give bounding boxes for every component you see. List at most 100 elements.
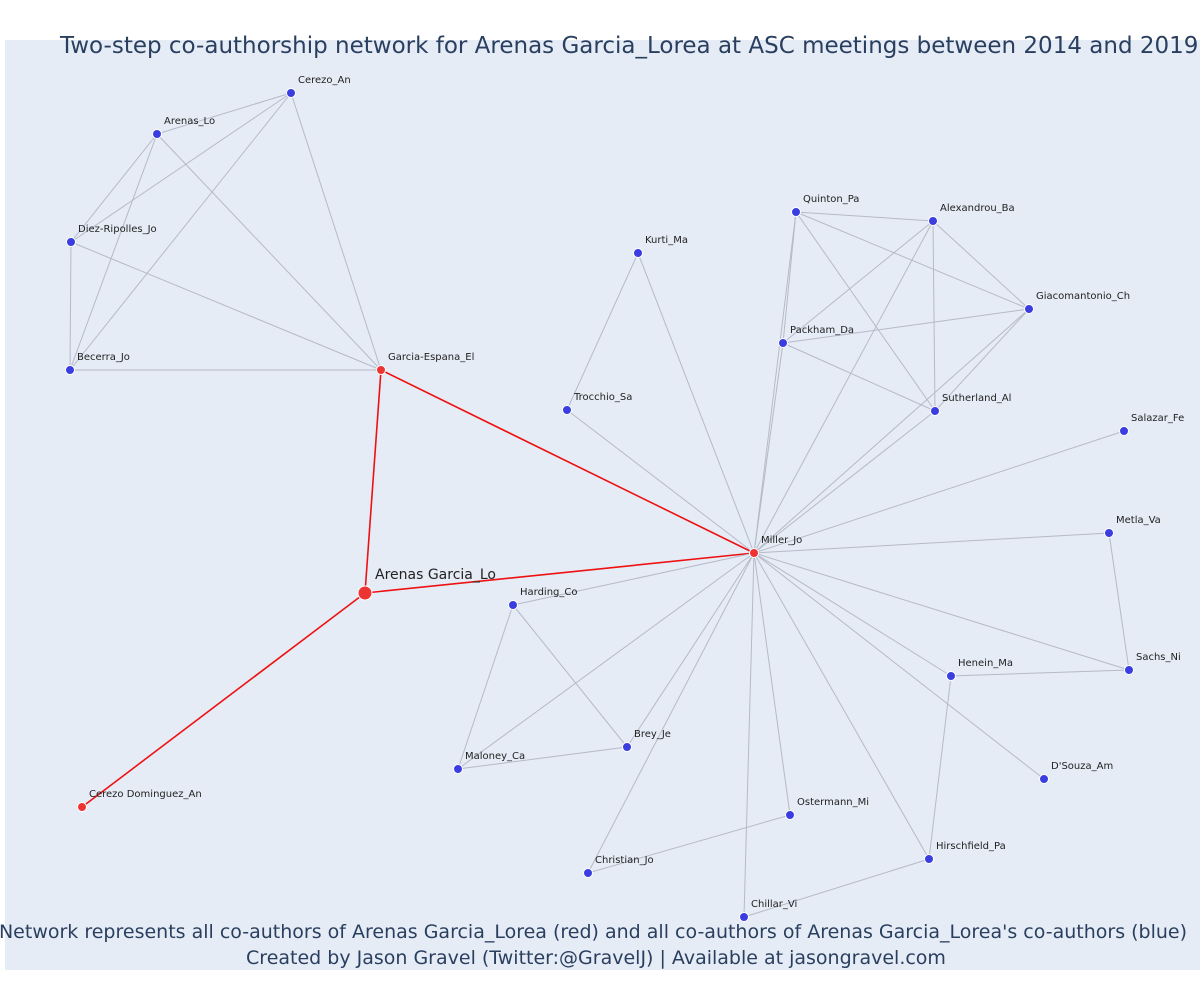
node-marker-henein-ma[interactable] [946,671,956,681]
node-sutherland-al[interactable]: Sutherland_Al [930,393,1012,416]
node-brey-je[interactable]: Brey_Je [622,729,671,752]
nodes-layer: Arenas Garcia_Lo Garcia-Espana_El Miller_J… [65,75,1185,922]
edge-harding-co-to-maloney-ca [457,604,514,770]
node-marker-brey-je[interactable] [622,742,632,752]
edge-sutherland-al-to-miller-jo [753,410,936,554]
node-marker-kurti-ma[interactable] [633,248,643,258]
node-label-hirschfield-pa: Hirschfield_Pa [936,841,1006,852]
node-marker-hirschfield-pa[interactable] [924,854,934,864]
edge-giacomantonio-ch-to-sutherland-al [934,308,1030,412]
node-label-arenas-garcia-lo: Arenas Garcia_Lo [375,567,496,583]
node-diez-ripolles-jo[interactable]: Diez-Ripolles_Jo [66,224,157,247]
edge-christian-jo-to-miller-jo [587,552,755,874]
node-salazar-fe[interactable]: Salazar_Fe [1119,413,1185,436]
node-ostermann-mi[interactable]: Ostermann_Mi [785,797,870,820]
node-label-harding-co: Harding_Co [520,587,578,598]
edge-trocchio-sa-to-miller-jo [566,409,755,554]
edge-cerezo-an-to-becerra-jo [69,92,292,371]
node-marker-arenas-lo[interactable] [152,129,162,139]
node-alexandrou-ba[interactable]: Alexandrou_Ba [928,203,1015,226]
edge-metla-va-to-sachs-ni [1108,532,1130,671]
node-becerra-jo[interactable]: Becerra_Jo [65,352,130,375]
edge-salazar-fe-to-miller-jo [753,430,1125,554]
node-marker-sachs-ni[interactable] [1124,665,1134,675]
caption-line-2: Created by Jason Gravel (Twitter:@Gravel… [246,947,946,969]
node-kurti-ma[interactable]: Kurti_Ma [633,235,688,258]
node-quinton-pa[interactable]: Quinton_Pa [791,194,860,217]
edge-giacomantonio-ch-to-packham-da [782,308,1030,344]
node-label-garcia-espana-el: Garcia-Espana_El [388,352,474,363]
node-marker-cerezo-dominguez-an[interactable] [77,802,87,812]
node-marker-chillar-vi[interactable] [739,912,749,922]
node-label-salazar-fe: Salazar_Fe [1131,413,1184,424]
node-marker-garcia-espana-el[interactable] [376,365,386,375]
node-label-trocchio-sa: Trocchio_Sa [573,392,632,403]
node-marker-packham-da[interactable] [778,338,788,348]
edge-alexandrou-ba-to-giacomantonio-ch [932,220,1030,310]
node-marker-diez-ripolles-jo[interactable] [66,237,76,247]
node-label-sutherland-al: Sutherland_Al [942,393,1011,404]
node-trocchio-sa[interactable]: Trocchio_Sa [562,392,633,415]
node-marker-alexandrou-ba[interactable] [928,216,938,226]
node-marker-miller-jo[interactable] [749,548,759,558]
node-d-souza-am[interactable]: D'Souza_Am [1039,761,1114,784]
node-sachs-ni[interactable]: Sachs_Ni [1124,652,1181,675]
caption-line-1: Network represents all co-authors of Are… [0,921,1187,943]
node-christian-jo[interactable]: Christian_Jo [583,855,654,878]
edge-arenas-lo-to-becerra-jo [69,133,158,371]
node-marker-salazar-fe[interactable] [1119,426,1129,436]
node-chillar-vi[interactable]: Chillar_Vi [739,899,798,922]
node-label-packham-da: Packham_Da [790,325,854,336]
node-cerezo-an[interactable]: Cerezo_An [286,75,351,98]
node-cerezo-dominguez-an[interactable]: Cerezo Dominguez_An [77,789,202,812]
node-label-giacomantonio-ch: Giacomantonio_Ch [1036,291,1130,302]
node-metla-va[interactable]: Metla_Va [1104,515,1161,538]
node-maloney-ca[interactable]: Maloney_Ca [453,751,526,774]
edge-arenas-garcia-lo-to-garcia-espana-el [364,369,382,594]
node-arenas-lo[interactable]: Arenas_Lo [152,116,216,139]
node-marker-giacomantonio-ch[interactable] [1024,304,1034,314]
node-packham-da[interactable]: Packham_Da [778,325,855,348]
edge-alexandrou-ba-to-sutherland-al [932,220,936,412]
node-marker-arenas-garcia-lo[interactable] [357,585,373,601]
node-hirschfield-pa[interactable]: Hirschfield_Pa [924,841,1006,864]
node-marker-christian-jo[interactable] [583,868,593,878]
node-label-ostermann-mi: Ostermann_Mi [797,797,869,808]
edge-alexandrou-ba-to-packham-da [782,220,934,344]
node-marker-quinton-pa[interactable] [791,207,801,217]
edge-arenas-lo-to-garcia-espana-el [156,133,382,371]
node-marker-cerezo-an[interactable] [286,88,296,98]
node-marker-maloney-ca[interactable] [453,764,463,774]
node-label-metla-va: Metla_Va [1116,515,1161,526]
node-marker-harding-co[interactable] [508,600,518,610]
node-arenas-garcia-lo[interactable]: Arenas Garcia_Lo [357,567,496,601]
edge-henein-ma-to-hirschfield-pa [928,675,952,860]
node-marker-metla-va[interactable] [1104,528,1114,538]
edge-hirschfield-pa-to-chillar-vi [743,858,930,918]
node-label-kurti-ma: Kurti_Ma [645,235,688,246]
node-henein-ma[interactable]: Henein_Ma [946,658,1014,681]
node-miller-jo[interactable]: Miller_Jo [749,535,803,558]
edge-d-souza-am-to-miller-jo [753,552,1045,780]
node-garcia-espana-el[interactable]: Garcia-Espana_El [376,352,475,375]
plot-background [5,40,1200,970]
node-marker-d-souza-am[interactable] [1039,774,1049,784]
edge-quinton-pa-to-giacomantonio-ch [795,211,1030,310]
diagram-title: Two-step co-authorship network for Arena… [59,33,1198,59]
node-label-becerra-jo: Becerra_Jo [77,352,130,363]
edge-hirschfield-pa-to-miller-jo [753,552,930,860]
edge-alexandrou-ba-to-miller-jo [753,220,934,554]
node-marker-trocchio-sa[interactable] [562,405,572,415]
node-label-brey-je: Brey_Je [634,729,671,740]
node-marker-becerra-jo[interactable] [65,365,75,375]
node-giacomantonio-ch[interactable]: Giacomantonio_Ch [1024,291,1131,314]
node-label-sachs-ni: Sachs_Ni [1136,652,1181,663]
node-marker-sutherland-al[interactable] [930,406,940,416]
edge-quinton-pa-to-sutherland-al [795,211,936,412]
node-label-chillar-vi: Chillar_Vi [751,899,797,910]
node-harding-co[interactable]: Harding_Co [508,587,578,610]
edge-sachs-ni-to-henein-ma [950,669,1130,677]
node-marker-ostermann-mi[interactable] [785,810,795,820]
edge-quinton-pa-to-alexandrou-ba [795,211,934,222]
edge-brey-je-to-maloney-ca [457,746,628,770]
